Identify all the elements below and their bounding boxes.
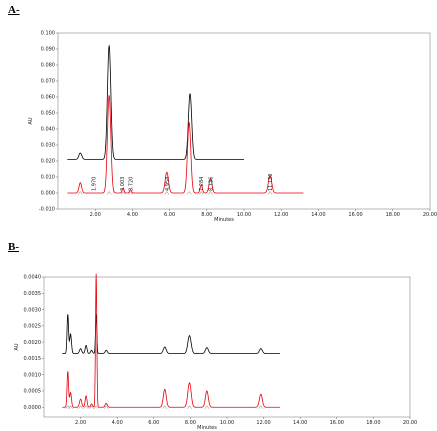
integration-marker: [204, 405, 210, 409]
x-tick-label: 18.00: [386, 212, 400, 218]
y-tick-label: 0.060: [41, 95, 55, 101]
y-tick-label: -0.010: [39, 207, 55, 213]
peak-label: 8.136: [209, 177, 215, 191]
y-tick-label: 0.090: [41, 47, 55, 53]
integration-marker: [128, 191, 133, 195]
integration-marker: [164, 191, 169, 195]
integration-marker: [258, 405, 264, 409]
y-tick-label: 0.0035: [24, 291, 42, 297]
integration-marker: [106, 191, 112, 195]
x-tick-label: 2.00: [75, 420, 86, 426]
panel-a-label: A-: [8, 4, 20, 16]
y-tick-label: 0.030: [41, 143, 55, 149]
x-tick-label: 14.00: [293, 420, 307, 426]
y-tick-label: 0.080: [41, 63, 55, 69]
y-tick-label: 0.100: [41, 31, 55, 37]
integration-marker: [83, 405, 89, 409]
y-axis-title: AU: [28, 117, 34, 124]
x-tick-label: 8.00: [185, 420, 196, 426]
x-tick-label: 14.00: [311, 212, 325, 218]
integration-marker: [120, 191, 126, 195]
y-tick-label: 0.070: [41, 79, 55, 85]
integration-marker: [187, 405, 192, 409]
x-tick-label: 4.00: [127, 212, 138, 218]
x-tick-label: 16.00: [348, 212, 362, 218]
y-tick-label: 0.0005: [24, 389, 42, 395]
y-tick-label: 0.0015: [24, 356, 42, 362]
integration-marker: [162, 405, 167, 409]
peak-label: 11.130: [268, 174, 274, 192]
x-tick-label: 20.00: [403, 420, 417, 426]
integration-marker: [208, 191, 213, 195]
y-tick-label: 0.040: [41, 127, 55, 133]
y-tick-label: 0.000: [41, 191, 55, 197]
x-tick-label: 20.00: [423, 212, 437, 218]
integration-marker: [65, 405, 70, 409]
x-tick-label: 16.00: [330, 420, 344, 426]
x-tick-label: 2.00: [90, 212, 101, 218]
peak-label: 3.720: [129, 177, 135, 191]
x-tick-label: 10.00: [220, 420, 234, 426]
y-tick-label: 0.0040: [24, 275, 42, 281]
x-tick-label: 6.00: [164, 212, 175, 218]
y-tick-label: 0.0020: [24, 340, 42, 346]
integration-marker: [267, 191, 273, 195]
y-tick-label: 0.0000: [24, 405, 42, 411]
peak-label: 3.003: [120, 177, 126, 191]
integration-marker: [78, 405, 83, 409]
y-axis-title: AU: [14, 343, 20, 350]
x-tick-label: 6.00: [148, 420, 159, 426]
integration-marker: [186, 191, 192, 195]
x-tick-label: 4.00: [112, 420, 123, 426]
y-tick-label: 0.0010: [24, 372, 42, 378]
x-tick-label: 12.00: [256, 420, 270, 426]
x-tick-label: 10.00: [237, 212, 251, 218]
x-tick-label: 12.00: [274, 212, 288, 218]
x-tick-label: 8.00: [201, 212, 212, 218]
x-axis-title: Minutes: [214, 217, 234, 223]
trace-line-2: [62, 273, 281, 408]
y-tick-label: 0.0025: [24, 324, 42, 330]
peak-label: 4.954: [165, 177, 171, 191]
integration-marker: [199, 191, 204, 195]
trace-line-2: [67, 95, 304, 194]
x-axis-title: Minutes: [197, 425, 217, 431]
integration-marker: [68, 405, 73, 409]
y-tick-label: 0.010: [41, 175, 55, 181]
panel-b-label: B-: [8, 241, 19, 253]
plot-frame: [43, 276, 411, 418]
x-tick-label: 18.00: [366, 420, 380, 426]
trace-line-1: [67, 44, 244, 160]
y-tick-label: 0.050: [41, 111, 55, 117]
peak-label: 7.284: [199, 177, 205, 191]
integration-marker: [104, 405, 109, 409]
peak-label: 1.970: [91, 177, 97, 191]
integration-marker: [89, 405, 94, 409]
y-tick-label: 0.020: [41, 159, 55, 165]
y-tick-label: 0.0030: [24, 307, 42, 313]
integration-marker: [78, 191, 83, 195]
integration-marker: [93, 405, 99, 409]
trace-line-1: [62, 314, 281, 354]
